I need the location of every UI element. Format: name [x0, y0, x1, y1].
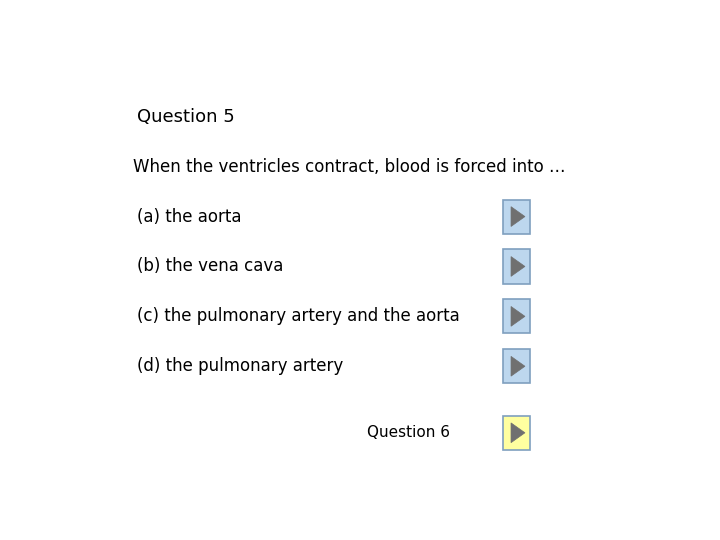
Bar: [503, 416, 530, 450]
Text: (a) the aorta: (a) the aorta: [138, 207, 242, 226]
Bar: [503, 199, 530, 234]
Polygon shape: [511, 307, 525, 326]
Text: (d) the pulmonary artery: (d) the pulmonary artery: [138, 357, 343, 375]
Polygon shape: [511, 207, 525, 226]
Polygon shape: [511, 356, 525, 376]
Text: (b) the vena cava: (b) the vena cava: [138, 258, 284, 275]
Bar: [503, 299, 530, 333]
Text: Question 5: Question 5: [138, 108, 235, 126]
Text: (c) the pulmonary artery and the aorta: (c) the pulmonary artery and the aorta: [138, 307, 460, 326]
Bar: [503, 349, 530, 383]
Text: Question 6: Question 6: [367, 426, 450, 440]
Polygon shape: [511, 256, 525, 276]
Text: When the ventricles contract, blood is forced into …: When the ventricles contract, blood is f…: [133, 158, 565, 176]
Bar: [503, 249, 530, 284]
Polygon shape: [511, 423, 525, 443]
